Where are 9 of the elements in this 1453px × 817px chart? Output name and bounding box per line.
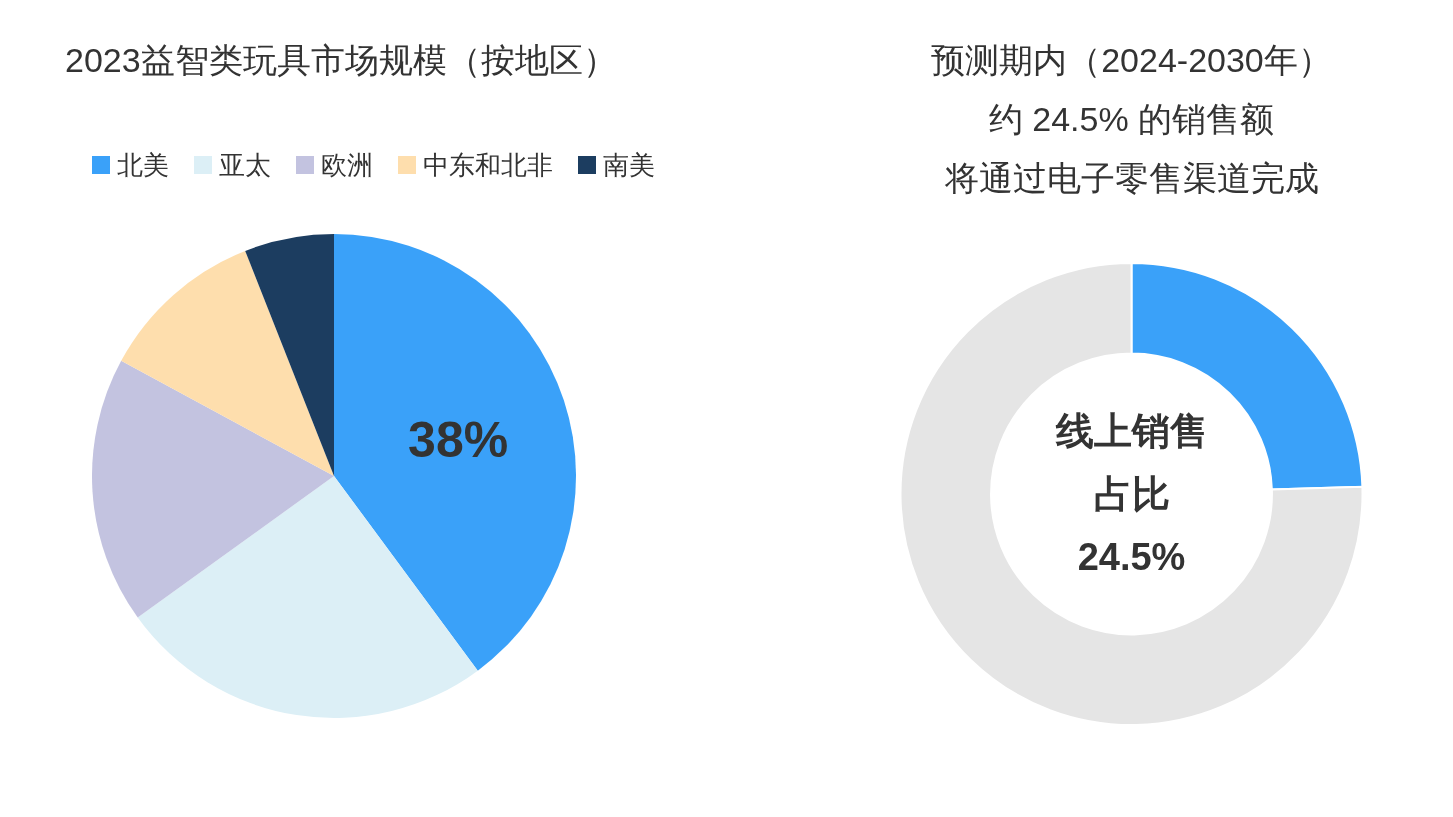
legend-label: 南美 — [603, 150, 655, 181]
annotation: 24.5% — [1077, 536, 1186, 579]
title: 2023益智类玩具市场规模（按地区） — [65, 41, 617, 79]
legend-label: 欧洲 — [321, 150, 373, 181]
legend-label: 中东和北非 — [423, 150, 553, 181]
annotation: 线上销售占比 — [1055, 410, 1208, 516]
legend-label: 北美 — [117, 150, 169, 181]
legend-label: 亚太 — [219, 150, 271, 181]
title: 预测期内（2024-2030年）约 24.5% 的销售额将通过电子零售渠道完成 — [931, 41, 1332, 197]
